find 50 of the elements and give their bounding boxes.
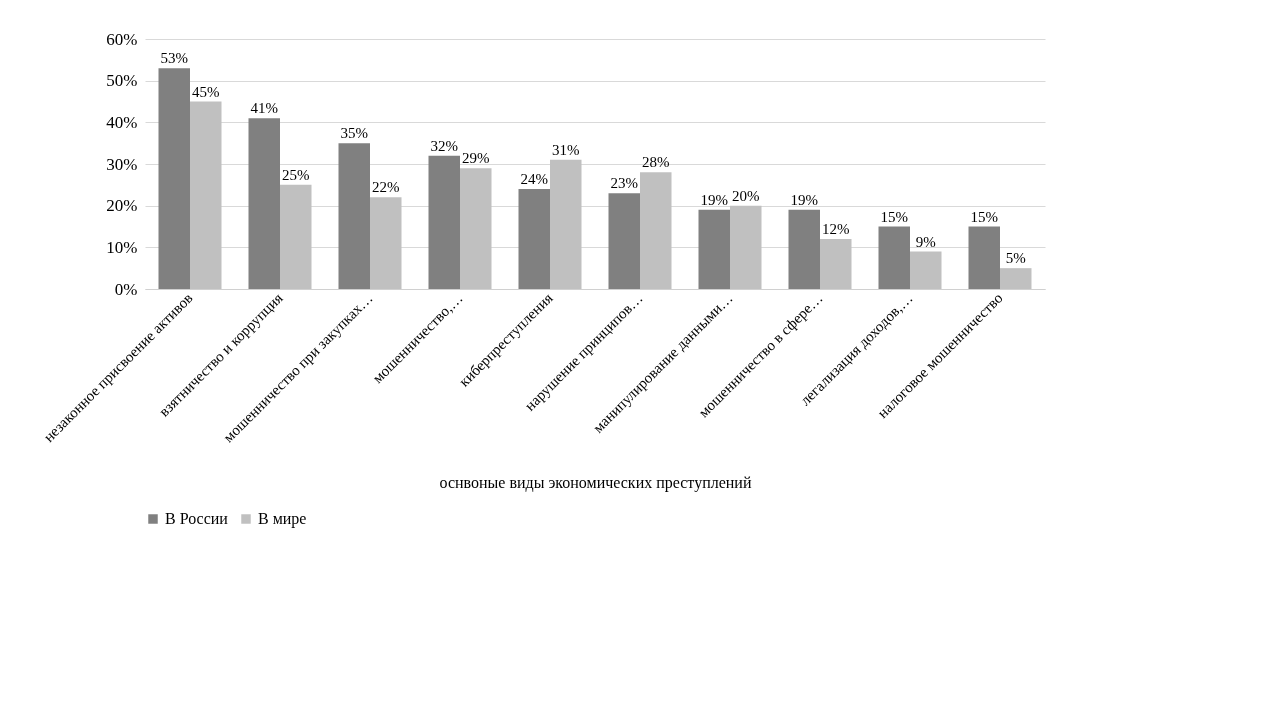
data-label: 12%: [822, 221, 850, 237]
data-label: 35%: [340, 125, 368, 142]
data-label: 41%: [250, 100, 278, 117]
bar: [730, 205, 762, 289]
bar: [788, 209, 820, 289]
data-label: 9%: [915, 233, 936, 250]
bar: [640, 172, 672, 289]
bar: [190, 101, 222, 289]
y-tick-label: 50%: [106, 71, 138, 91]
y-tick-label: 40%: [106, 112, 138, 132]
bar: [910, 251, 942, 289]
data-label: 20%: [732, 187, 760, 204]
data-label: 29%: [462, 150, 490, 167]
bar: [248, 118, 280, 289]
bar: [698, 209, 730, 289]
data-label: 53%: [160, 50, 188, 67]
bar: [370, 197, 402, 289]
bar: [968, 226, 1000, 289]
bar: [338, 143, 370, 289]
x-axis-title: оснвоные виды экономических преступлений: [439, 474, 752, 493]
data-label: 28%: [642, 154, 670, 171]
legend-label: В мире: [258, 510, 307, 528]
bar: [518, 189, 550, 289]
data-label: 25%: [282, 166, 310, 183]
bar: [280, 184, 312, 289]
data-label: 31%: [552, 141, 580, 158]
data-label: 15%: [970, 208, 998, 225]
data-label: 32%: [430, 137, 458, 154]
bar: [428, 155, 460, 289]
bar: [158, 68, 190, 289]
bar: [550, 159, 582, 289]
y-tick-label: 20%: [106, 196, 138, 216]
y-tick-label: 10%: [106, 237, 138, 257]
data-label: 22%: [372, 179, 400, 196]
y-tick-label: 60%: [106, 29, 138, 49]
data-label: 15%: [880, 208, 908, 225]
data-label: 19%: [700, 191, 728, 208]
bar: [878, 226, 910, 289]
legend-label: В России: [165, 510, 229, 527]
data-label: 23%: [610, 175, 638, 192]
data-label: 24%: [520, 171, 548, 187]
bar: [608, 193, 640, 289]
y-tick-label: 30%: [106, 154, 138, 174]
y-tick-label: 0%: [114, 279, 138, 299]
bar: [1000, 268, 1032, 289]
data-label: 19%: [790, 191, 818, 208]
bar: [820, 239, 852, 289]
data-label: 45%: [192, 83, 220, 100]
data-label: 5%: [1005, 250, 1026, 267]
bar: [460, 168, 492, 289]
